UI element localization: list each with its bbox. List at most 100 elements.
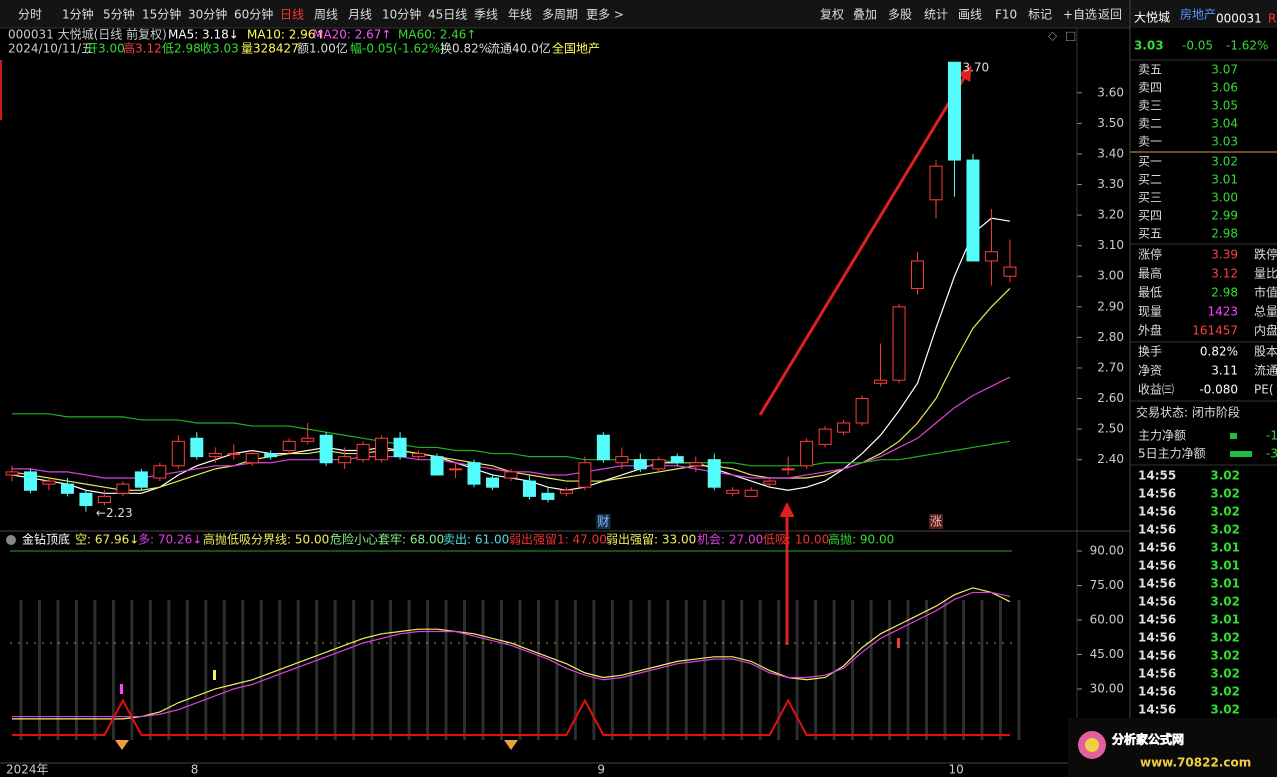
info-text: 高3.12 (123, 41, 162, 56)
candle-body (984, 251, 998, 262)
diamond-icon (504, 740, 518, 750)
x-tick-label: 8 (191, 763, 199, 777)
candle-body (763, 480, 777, 485)
y-tick-label: 75.00 (1090, 578, 1124, 592)
stat-value: 0.82% (1200, 345, 1238, 359)
candle-body (578, 462, 592, 488)
stat-label: 外盘 (1138, 323, 1162, 338)
annotation: ←2.23 (96, 506, 133, 520)
info-text: 收3.03 (200, 42, 239, 56)
y-tick-label: 2.40 (1097, 452, 1124, 466)
toolbar-button[interactable]: 统计 (924, 8, 948, 22)
y-tick-label: 3.10 (1097, 238, 1124, 252)
info-text: MA20: 2.67↑ (313, 28, 391, 42)
fund-value: -3 (1266, 447, 1277, 461)
toolbar-button[interactable]: 复权 (820, 8, 844, 22)
icon[interactable]: □ (1065, 29, 1076, 43)
toolbar-tab[interactable]: 60分钟 (234, 7, 273, 22)
candle-body (855, 398, 869, 424)
change: -0.05 (1182, 39, 1213, 53)
settings-icon[interactable] (6, 535, 16, 545)
tick-time: 14:56 (1138, 559, 1176, 573)
order-label: 卖五 (1138, 63, 1162, 77)
toolbar-tab[interactable]: 分时 (18, 8, 42, 22)
toolbar-button[interactable]: +自选 (1063, 8, 1097, 22)
fund-label: 5日主力净额 (1138, 447, 1206, 461)
candle-body (966, 159, 980, 262)
indicator-title: 金钻顶底 (22, 532, 70, 547)
info-text: 低2.98 (162, 42, 201, 56)
tick-price: 3.01 (1210, 577, 1240, 591)
info-text: 幅-0.05(-1.62%) (350, 41, 445, 56)
toolbar-button[interactable]: 画线 (958, 8, 982, 22)
stock-code: 000031 (1216, 12, 1262, 26)
stat-label: 涨停 (1138, 247, 1162, 262)
order-price: 3.00 (1211, 191, 1238, 205)
candle-body (911, 260, 925, 289)
event-label: 涨 (930, 514, 942, 529)
level-label: 弱出强留1: 47.00 (509, 533, 607, 547)
fund-value: -1 (1266, 429, 1277, 443)
toolbar-tab[interactable]: 45日线 (428, 8, 467, 22)
toolbar-tab[interactable]: 年线 (508, 8, 532, 22)
level-label: 机会: 27.00 (697, 533, 763, 547)
toolbar-tab[interactable]: 月线 (348, 8, 372, 22)
toolbar-button[interactable]: 叠加 (853, 8, 877, 22)
tick-time: 14:56 (1138, 667, 1176, 681)
toolbar-tab[interactable]: 15分钟 (142, 7, 181, 22)
tick-price: 3.01 (1210, 541, 1240, 555)
toolbar-tab[interactable]: 季线 (474, 8, 498, 22)
toolbar-button[interactable]: 返回 (1098, 8, 1122, 22)
candle-body (1003, 266, 1017, 277)
candle-body (227, 453, 241, 456)
toolbar-button[interactable]: F10 (995, 8, 1017, 22)
tick-price: 3.01 (1210, 613, 1240, 627)
x-tick-label: 10 (948, 763, 963, 777)
toolbar-tab[interactable]: 日线 (280, 8, 304, 22)
candle-body (319, 434, 333, 464)
candle-body (892, 306, 906, 381)
tick-time: 14:56 (1138, 613, 1176, 627)
info-text: 量328427 (241, 42, 299, 56)
toolbar-button[interactable]: 标记 (1028, 8, 1052, 22)
order-label: 卖三 (1138, 99, 1162, 113)
toolbar-tab[interactable]: 更多 > (586, 8, 624, 22)
order-price: 3.05 (1211, 99, 1238, 113)
diamond-icon (115, 740, 129, 750)
candle-body (5, 471, 19, 476)
candle-body (485, 477, 499, 488)
info-text: 额1.00亿 (297, 41, 348, 56)
order-label: 买二 (1138, 173, 1162, 187)
order-price: 3.07 (1211, 63, 1238, 77)
stat-label: 流通 (1254, 364, 1277, 378)
stat-label: 现量 (1138, 305, 1162, 319)
toolbar-tab[interactable]: 5分钟 (103, 7, 135, 22)
candle-body (541, 492, 555, 500)
candle-body (707, 459, 721, 488)
info-text: MA10: 2.96↑ (247, 28, 325, 42)
toolbar-tab[interactable]: 10分钟 (382, 7, 421, 22)
order-price: 3.02 (1211, 155, 1238, 169)
candle-body (208, 453, 222, 458)
last-price: 3.03 (1134, 39, 1164, 53)
level-label: 危险小心套牢: 68.00 (330, 532, 444, 547)
info-text: 开3.00 (86, 42, 125, 56)
order-label: 卖一 (1138, 135, 1162, 149)
info-text: 全国地产 (552, 41, 600, 56)
tick-price: 3.02 (1210, 487, 1240, 501)
y-tick-label: 3.00 (1097, 269, 1124, 283)
toolbar-tab[interactable]: 30分钟 (188, 7, 227, 22)
candle-body (301, 437, 315, 442)
stat-value: -0.080 (1199, 383, 1238, 397)
y-tick-label: 2.80 (1097, 330, 1124, 344)
y-tick-label: 3.20 (1097, 208, 1124, 222)
candle-body (375, 437, 389, 461)
toolbar-tab[interactable]: 周线 (314, 8, 338, 22)
fund-label: 主力净额 (1138, 429, 1186, 443)
toolbar-button[interactable]: 多股 (888, 8, 912, 22)
toolbar-tab[interactable]: 1分钟 (62, 7, 94, 22)
y-tick-label: 3.60 (1097, 85, 1124, 99)
candle-body (42, 480, 56, 485)
icon[interactable]: ◇ (1048, 29, 1058, 43)
toolbar-tab[interactable]: 多周期 (542, 8, 578, 22)
